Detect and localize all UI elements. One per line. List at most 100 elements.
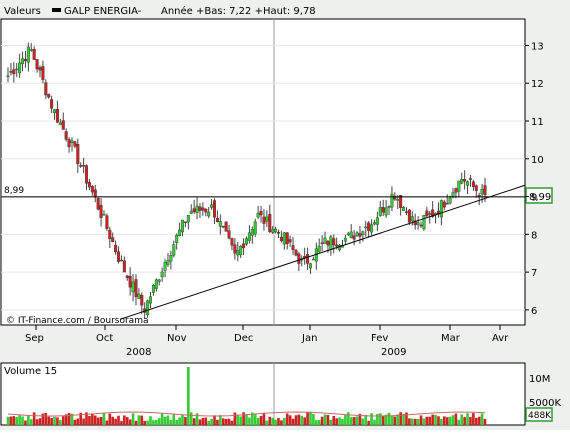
- volume-bar: [346, 412, 350, 425]
- volume-bar: [6, 416, 10, 425]
- candle: [250, 229, 254, 236]
- candle: [326, 240, 330, 246]
- candle: [122, 260, 126, 273]
- volume-bar: [253, 413, 257, 425]
- volume-bar: [99, 416, 103, 425]
- volume-bar: [204, 417, 208, 425]
- volume-bar: [146, 420, 149, 425]
- candle: [26, 46, 30, 63]
- candle: [242, 243, 246, 249]
- volume-bar: [120, 420, 123, 425]
- candle: [61, 120, 65, 130]
- candle: [457, 180, 461, 192]
- candle: [169, 255, 173, 262]
- volume-bar: [131, 413, 135, 425]
- candle: [381, 207, 385, 213]
- volume-bar: [114, 418, 117, 425]
- candle: [76, 143, 80, 165]
- candle: [384, 207, 388, 216]
- volume-bar: [285, 413, 289, 425]
- volume-bar: [213, 415, 216, 425]
- candle: [47, 94, 51, 98]
- month-label-avr: Avr: [492, 333, 509, 344]
- candle: [160, 271, 164, 278]
- volume-bar: [91, 413, 94, 425]
- month-label-sep: Sep: [25, 333, 44, 344]
- volume-bar: [166, 415, 170, 425]
- candle: [137, 293, 141, 299]
- candle: [370, 224, 374, 233]
- volume-bar: [169, 420, 173, 425]
- year-stats: Année +Bas: 7,22 +Haut: 9,78: [161, 5, 316, 17]
- volume-bar: [472, 413, 475, 425]
- volume-bar: [297, 414, 301, 425]
- candle: [53, 109, 57, 114]
- volume-bars: [6, 367, 487, 425]
- volume-bar: [341, 418, 344, 425]
- volume-bar: [274, 419, 277, 425]
- candle: [224, 221, 228, 232]
- candle: [207, 211, 211, 217]
- candle: [247, 232, 251, 241]
- volume-bar: [155, 419, 158, 425]
- candle: [183, 221, 187, 223]
- candle: [463, 179, 467, 182]
- candle: [172, 244, 176, 256]
- candle: [471, 181, 475, 187]
- candle: [18, 62, 22, 74]
- volume-bar: [422, 418, 426, 425]
- trendline: [119, 184, 526, 320]
- candle: [50, 99, 54, 109]
- candle: [198, 206, 202, 211]
- volume-bar: [35, 419, 39, 425]
- volume-bar: [108, 413, 112, 425]
- volume-bar: [326, 414, 330, 425]
- candle: [378, 207, 382, 216]
- volume-bar: [102, 413, 106, 425]
- candle: [218, 221, 222, 227]
- volume-bar: [463, 417, 466, 425]
- year-label-2008: 2008: [126, 347, 151, 358]
- candle: [12, 69, 16, 75]
- volume-bar: [320, 416, 324, 425]
- y-tick-label: 12: [531, 79, 544, 90]
- y-tick-label: 9: [531, 193, 537, 204]
- series-name: GALP ENERGIA-: [64, 6, 142, 17]
- volume-bar: [355, 416, 359, 425]
- volume-bar: [416, 418, 420, 425]
- volume-bar: [434, 414, 437, 425]
- volume-bar: [140, 415, 144, 425]
- candle: [186, 215, 190, 223]
- candle: [375, 217, 379, 225]
- candles: [6, 42, 487, 320]
- candle: [99, 204, 103, 218]
- candle: [117, 251, 121, 262]
- candle: [271, 229, 275, 233]
- volume-bar: [256, 417, 260, 425]
- candle: [244, 238, 248, 245]
- level-label-right-box: [525, 187, 553, 204]
- candle: [279, 236, 283, 242]
- volume-bar: [192, 418, 196, 425]
- candle: [192, 208, 196, 212]
- volume-bar: [358, 413, 362, 425]
- volume-bar: [88, 415, 91, 425]
- credit: © IT-Finance.com / Boursorama: [6, 316, 148, 326]
- candle: [323, 237, 327, 244]
- volume-bar: [474, 417, 478, 425]
- volume-bar: [361, 418, 365, 425]
- candle: [195, 205, 199, 214]
- volume-bar: [245, 414, 248, 425]
- candle: [210, 204, 214, 208]
- volume-bar: [56, 417, 59, 425]
- candle: [407, 209, 411, 223]
- candle: [306, 254, 310, 264]
- candle: [402, 206, 406, 211]
- volume-bar: [85, 412, 88, 425]
- volume-last-box: [525, 407, 553, 422]
- candle: [265, 216, 269, 222]
- volume-bar: [172, 413, 176, 425]
- volume-bar: [445, 417, 449, 425]
- volume-bar: [259, 415, 263, 425]
- y-tick-label: 13: [531, 41, 544, 52]
